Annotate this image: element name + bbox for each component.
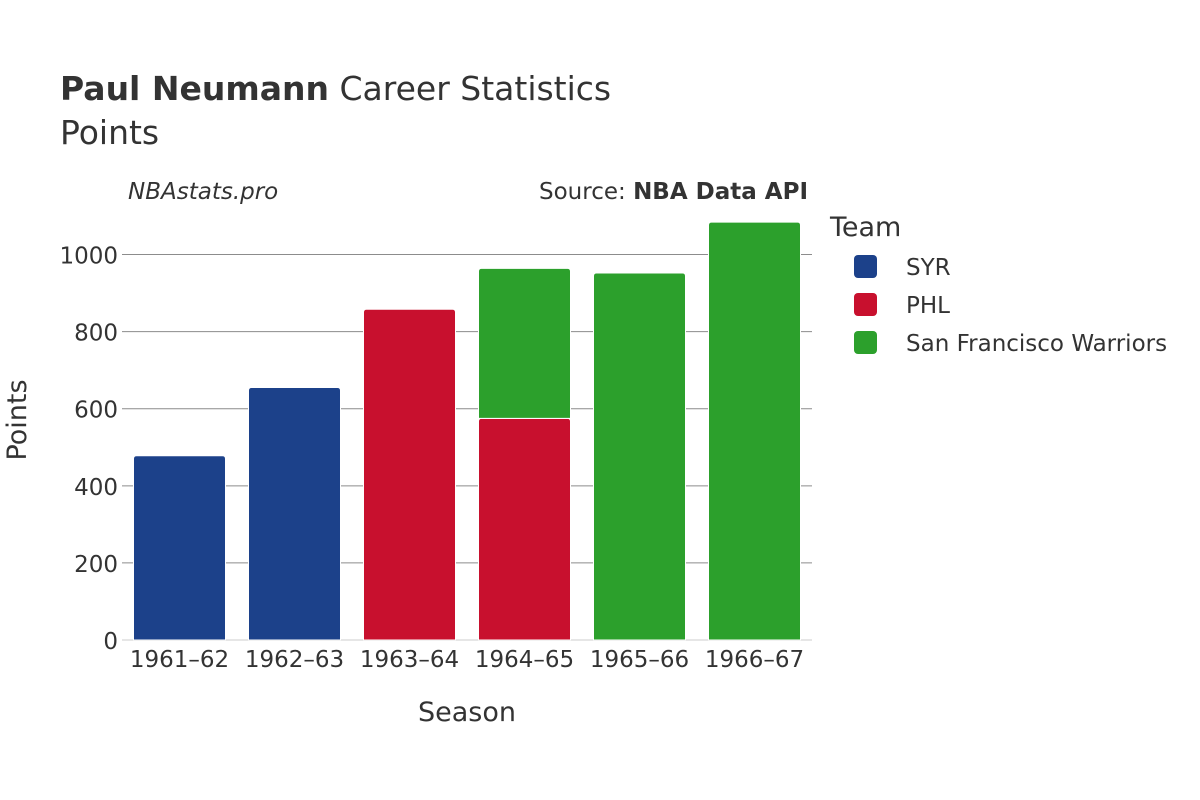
bar-san-francisco-warriors — [708, 221, 801, 641]
y-tick-label: 400 — [74, 475, 118, 501]
bar-san-francisco-warriors — [593, 272, 686, 641]
bar-san-francisco-warriors — [478, 267, 571, 419]
y-tick-label: 800 — [74, 321, 118, 347]
watermark: NBAstats.pro — [128, 179, 278, 205]
chart-title-rest: Career Statistics — [340, 69, 612, 108]
source-name: NBA Data API — [633, 179, 808, 205]
x-tick-label: 1966–67 — [705, 647, 804, 673]
y-tick-label: 1000 — [59, 244, 118, 270]
legend-label: SYR — [906, 255, 951, 281]
chart-subtitle: Points — [60, 113, 159, 152]
legend-label: PHL — [906, 293, 950, 319]
chart-title-bold: Paul Neumann — [60, 69, 329, 108]
x-tick-labels: 1961–62 1962–63 1963–64 1964–65 1965–66 1966–… — [130, 647, 804, 673]
x-axis-title: Season — [418, 697, 516, 728]
x-tick-label: 1961–62 — [130, 647, 229, 673]
bars — [133, 221, 801, 641]
y-axis-title: Points — [2, 379, 33, 460]
legend-swatch — [854, 331, 877, 354]
legend-title: Team — [829, 212, 901, 243]
bar-syr — [133, 455, 226, 641]
legend-swatch — [854, 293, 877, 316]
y-tick-label: 200 — [74, 552, 118, 578]
x-tick-label: 1964–65 — [475, 647, 574, 673]
legend: SYR PHL San Francisco Warriors — [854, 255, 1167, 357]
bar-phl — [363, 308, 456, 641]
legend-swatch — [854, 255, 877, 278]
x-tick-label: 1965–66 — [590, 647, 689, 673]
source-credit: Source: NBA Data API — [539, 179, 808, 205]
x-tick-label: 1962–63 — [245, 647, 344, 673]
chart-title: Paul Neumann Career Statistics — [60, 69, 611, 108]
bar-phl — [478, 417, 571, 641]
y-tick-labels: 0 200 400 600 800 1000 — [59, 244, 118, 655]
y-tick-label: 600 — [74, 398, 118, 424]
legend-label: San Francisco Warriors — [906, 331, 1167, 357]
bar-syr — [248, 387, 341, 641]
source-prefix: Source: — [539, 179, 633, 205]
x-tick-label: 1963–64 — [360, 647, 459, 673]
y-tick-label: 0 — [103, 629, 118, 655]
gridlines — [122, 254, 812, 641]
